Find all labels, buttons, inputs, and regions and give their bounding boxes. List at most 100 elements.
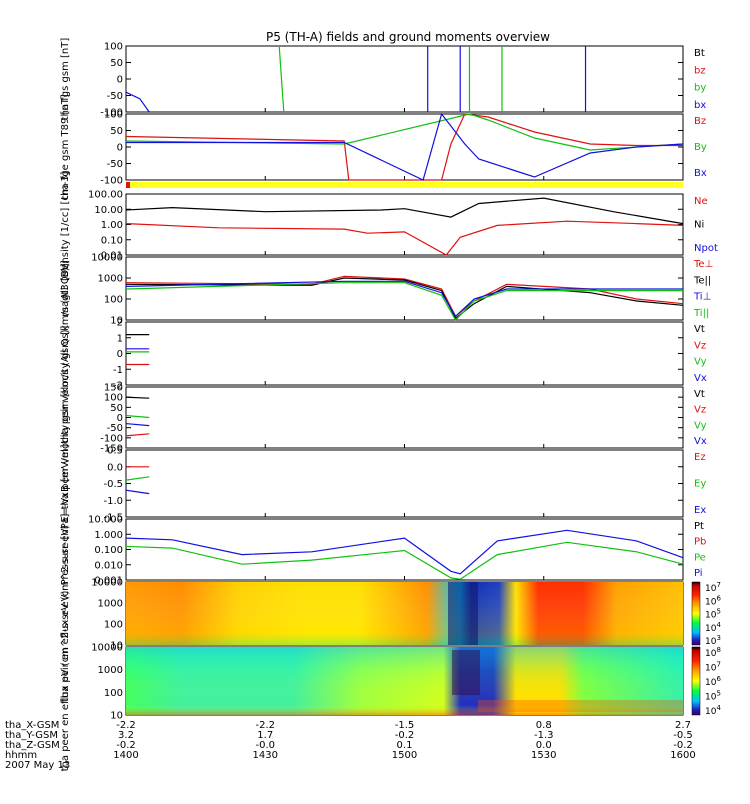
panel-fge: 100 50 0 -50 -100 tha fge gsm T89 [nT] Bz By Bx	[60, 94, 707, 200]
y-tick-label: 0.01	[101, 251, 123, 262]
y-axis-label: Density [1/cc] [cm-3]	[60, 171, 71, 277]
y-tick-label: 2	[117, 318, 123, 329]
x-row-label: hhmm	[5, 750, 37, 761]
x-tick-value: -0.2	[395, 730, 415, 741]
legend-Ez: Ez	[694, 452, 706, 463]
series-Ne	[125, 220, 684, 256]
y-tick-label: 0	[117, 349, 123, 360]
legend-Ne: Ne	[694, 196, 708, 207]
legend-Te||: Te||	[693, 275, 711, 286]
legend-Ti⊥: Ti⊥	[693, 292, 711, 303]
x-tick-value: -1.3	[534, 730, 554, 741]
series-by	[278, 45, 285, 113]
y-tick-label: 0	[117, 143, 123, 154]
y-tick-label: 100	[104, 42, 123, 53]
panel-temperature: 10000 1000 100 10 magt3 [eV] Te⊥ Te|| Ti⊥ Ti||	[60, 253, 713, 327]
y-tick-label: -100	[100, 433, 123, 444]
series-bx	[125, 91, 150, 113]
y-tick-label: 10.00	[94, 205, 123, 216]
colorbar-tick-label: 104	[705, 704, 721, 717]
y-tick-label: 1.00	[101, 220, 123, 231]
y-axis-label: E=-VxB [mV/m]	[60, 444, 71, 522]
colorbar-tick-label: 104	[705, 621, 721, 634]
y-tick-label: 10000	[91, 643, 123, 654]
panel-frame	[125, 193, 684, 256]
colorbar-electron	[691, 646, 701, 716]
y-tick-label: 100	[104, 688, 123, 699]
legend-Ti||: Ti||	[693, 308, 709, 319]
y-tick-label: 1	[117, 333, 123, 344]
y-tick-label: 10	[110, 316, 123, 327]
flag-strip-marker	[126, 182, 130, 188]
panel-frame	[125, 449, 684, 518]
x-row-label: tha_Z-GSM	[5, 740, 60, 751]
ion-spectrogram	[126, 582, 683, 645]
legend-By: By	[694, 142, 707, 153]
x-axis-table: tha_X-GSM -2.2 -2.2 -1.5 0.8 2.7 tha_Y-GSM 3.2 1…	[5, 720, 696, 761]
x-row-label: tha_X-GSM	[5, 720, 59, 731]
series-Vy	[125, 414, 150, 419]
flag-strip	[126, 182, 683, 188]
x-tick-value: 1400	[113, 750, 138, 761]
x-tick-value: -0.5	[673, 730, 693, 741]
legend-Vx: Vx	[694, 436, 707, 447]
legend-bz: bz	[694, 65, 706, 76]
panel-frame	[125, 45, 684, 113]
legend-Vt: Vt	[694, 324, 705, 335]
colorbar-ion	[691, 581, 701, 646]
y-tick-label: 10000	[91, 578, 123, 589]
colorbar-tick-label: 105	[705, 608, 721, 621]
legend-Vz: Vz	[694, 405, 706, 416]
y-tick-label: -1	[113, 365, 123, 376]
y-tick-label: 150	[104, 383, 123, 394]
date-label: 2007 May 13	[5, 760, 70, 771]
panel-frame	[125, 386, 684, 449]
y-tick-label: 0.10	[101, 235, 123, 246]
colorbar-tick-label: 106	[705, 675, 721, 688]
y-tick-label: 50	[110, 126, 123, 137]
y-axis-label: tha fge gsm T89 [nT]	[60, 94, 71, 200]
legend-Vy: Vy	[694, 420, 707, 431]
colorbar-tick-label: 107	[705, 661, 721, 674]
y-tick-label: 0	[117, 413, 123, 424]
panel-frame	[125, 113, 684, 181]
x-tick-value: 0.0	[536, 740, 552, 751]
panel-density: 100.00 10.00 1.00 0.10 0.01 Density [1/cc] [c…	[60, 171, 718, 277]
y-tick-label: 1000	[98, 665, 123, 676]
x-tick-value: 1530	[531, 750, 556, 761]
colorbar-tick-label: 105	[705, 690, 721, 703]
y-tick-label: 0.100	[94, 545, 123, 556]
x-tick-value: -2.2	[116, 720, 136, 731]
x-tick-value: 1600	[670, 750, 695, 761]
series-Pi	[125, 529, 684, 575]
series-Ti||	[125, 282, 683, 321]
y-axis-label: tha peir velocity gsm [km/s (All Qs)]	[60, 263, 71, 444]
x-tick-value: 2.7	[675, 720, 691, 731]
legend-Vz: Vz	[694, 340, 706, 351]
colorbar-tick-label: 108	[705, 646, 721, 659]
y-tick-label: 10	[110, 641, 123, 652]
panel-pressure: 10.000 1.000 0.100 0.010 0.001 Pressure [nPa]…	[60, 514, 706, 587]
y-axis-label: tha peer en eflux eV (cm^2-s-sr-eV)	[60, 591, 71, 772]
series-Bx	[126, 112, 684, 181]
y-tick-label: 1000	[98, 274, 123, 285]
legend-Bz: Bz	[694, 116, 706, 127]
y-tick-label: -50	[107, 423, 123, 434]
legend-Bx: Bx	[694, 168, 707, 179]
y-tick-label: 1.000	[94, 530, 123, 541]
y-tick-label: 100	[104, 295, 123, 306]
y-tick-label: 50	[110, 403, 123, 414]
x-tick-value: -1.5	[395, 720, 415, 731]
series-Ex	[125, 489, 150, 495]
legend-bx: bx	[694, 100, 706, 111]
y-tick-label: 0.001	[94, 576, 123, 587]
x-tick-value: 1.7	[257, 730, 273, 741]
series-Te||	[125, 277, 684, 320]
y-tick-label: 100	[104, 110, 123, 121]
panel-efield: 0.5 0.0 -0.5 -1.0 -1.5 E=-VxB [mV/m] Ez Ey Ex	[60, 444, 706, 523]
legend-Vy: Vy	[694, 357, 707, 368]
